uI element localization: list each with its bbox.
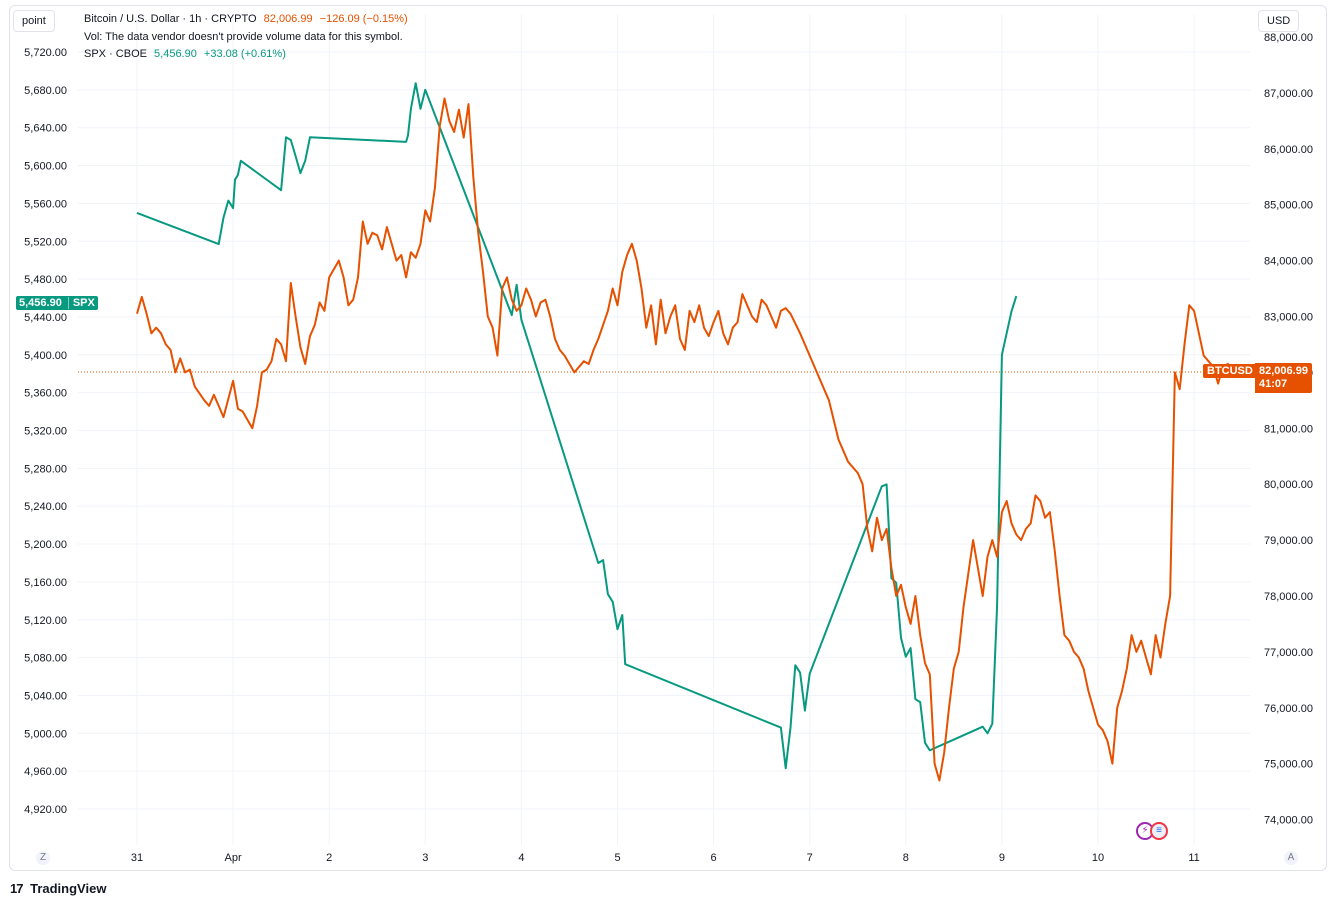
btc-symbol-tag-text: BTCUSD: [1207, 365, 1253, 377]
x-tick-label: 9: [999, 852, 1005, 864]
x-tick-label: 2: [326, 852, 332, 864]
series-line-btcusd: [136, 97, 1239, 782]
left-tick-label: 5,120.00: [24, 615, 67, 627]
legend-compare-last: 5,456.90: [154, 48, 197, 60]
left-tick-label: 5,480.00: [24, 274, 67, 286]
left-tick-label: 5,000.00: [24, 728, 67, 740]
legend-volume-note: Vol: The data vendor doesn't provide vol…: [84, 31, 403, 43]
left-axis-unit-button[interactable]: point: [13, 10, 55, 32]
legend-main-series[interactable]: Bitcoin / U.S. Dollar · 1h · CRYPTO 82,0…: [84, 13, 412, 25]
btc-price-tag: 82,006.99 41:07: [1255, 363, 1312, 393]
left-tick-label: 5,200.00: [24, 539, 67, 551]
right-tick-label: 76,000.00: [1264, 703, 1313, 715]
series-line-spx: [136, 82, 1018, 770]
event-icons[interactable]: ⚡ ≡: [1136, 822, 1168, 840]
right-tick-label: 84,000.00: [1264, 256, 1313, 268]
left-tick-label: 5,680.00: [24, 85, 67, 97]
left-tick-label: 5,280.00: [24, 463, 67, 475]
tradingview-logo[interactable]: 17 TradingView: [10, 881, 106, 896]
spx-price-tag-value: 5,456.90: [19, 297, 62, 309]
left-tick-label: 5,320.00: [24, 426, 67, 438]
auto-scale-button[interactable]: A: [1284, 851, 1298, 865]
right-tick-label: 87,000.00: [1264, 88, 1313, 100]
left-tick-label: 5,520.00: [24, 236, 67, 248]
chart-frame: [9, 5, 1327, 871]
x-tick-label: 31: [131, 852, 143, 864]
x-tick-label: 5: [614, 852, 620, 864]
x-tick-label: 4: [518, 852, 524, 864]
x-tick-label: 11: [1188, 852, 1199, 864]
right-tick-label: 86,000.00: [1264, 144, 1313, 156]
legend-compare-title: SPX · CBOE: [84, 48, 147, 60]
legend-compare-series[interactable]: SPX · CBOE 5,456.90 +33.08 (+0.61%): [84, 48, 290, 60]
right-tick-label: 83,000.00: [1264, 312, 1313, 324]
us-flag-icon[interactable]: ≡: [1150, 822, 1168, 840]
spx-price-tag: 5,456.90 SPX: [16, 296, 98, 310]
right-tick-label: 81,000.00: [1264, 423, 1313, 435]
left-tick-label: 5,640.00: [24, 123, 67, 135]
left-tick-label: 4,960.00: [24, 766, 67, 778]
btc-price-tag-value: 82,006.99: [1259, 365, 1308, 377]
right-tick-label: 85,000.00: [1264, 200, 1313, 212]
x-tick-label: 3: [422, 852, 428, 864]
x-tick-label: 10: [1092, 852, 1104, 864]
right-tick-label: 77,000.00: [1264, 647, 1313, 659]
left-tick-label: 5,560.00: [24, 198, 67, 210]
left-tick-label: 5,720.00: [24, 47, 67, 59]
tradingview-name: TradingView: [30, 881, 107, 896]
x-tick-label: 8: [903, 852, 909, 864]
left-tick-label: 5,040.00: [24, 690, 67, 702]
left-tick-label: 4,920.00: [24, 804, 67, 816]
right-tick-label: 78,000.00: [1264, 591, 1313, 603]
x-tick-label: 7: [807, 852, 813, 864]
right-tick-label: 80,000.00: [1264, 479, 1313, 491]
legend-main-last: 82,006.99: [263, 13, 313, 25]
right-tick-label: 75,000.00: [1264, 759, 1313, 771]
spx-price-tag-symbol: SPX: [67, 297, 95, 309]
x-tick-label: 6: [711, 852, 717, 864]
left-tick-label: 5,440.00: [24, 312, 67, 324]
left-tick-label: 5,360.00: [24, 388, 67, 400]
right-tick-label: 79,000.00: [1264, 535, 1313, 547]
left-tick-label: 5,160.00: [24, 577, 67, 589]
x-tick-label: Apr: [225, 852, 242, 864]
tradingview-mark-icon: 17: [10, 881, 24, 896]
left-tick-label: 5,400.00: [24, 350, 67, 362]
legend-main-change: −126.09 (−0.15%): [319, 13, 408, 25]
left-tick-label: 5,240.00: [24, 501, 67, 513]
btc-symbol-tag: BTCUSD: [1203, 364, 1258, 378]
right-tick-label: 74,000.00: [1264, 815, 1313, 827]
zoom-button[interactable]: Z: [36, 851, 50, 865]
right-axis-unit-button[interactable]: USD: [1258, 10, 1300, 32]
left-tick-label: 5,080.00: [24, 653, 67, 665]
right-tick-label: 88,000.00: [1264, 32, 1313, 44]
legend-compare-change: +33.08 (+0.61%): [203, 48, 286, 60]
left-tick-label: 5,600.00: [24, 161, 67, 173]
btc-countdown: 41:07: [1259, 378, 1288, 390]
legend-main-title: Bitcoin / U.S. Dollar · 1h · CRYPTO: [84, 13, 257, 25]
